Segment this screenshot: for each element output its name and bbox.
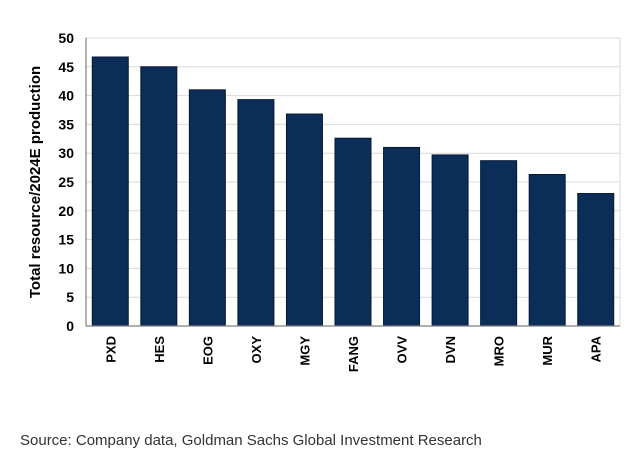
y-tick-label: 0 — [66, 318, 74, 334]
bar-mgy — [285, 113, 323, 327]
y-axis-ticks: 0 5 10 15 20 25 30 35 40 45 50 — [58, 30, 74, 334]
bar-mro — [480, 160, 518, 327]
x-tick-label: DVN — [443, 336, 458, 363]
x-tick-label: MGY — [297, 336, 312, 366]
y-tick-label: 25 — [58, 174, 74, 190]
bar-fang — [334, 137, 372, 327]
bar-apa — [577, 193, 615, 327]
bar-chart: 0 5 10 15 20 25 30 35 40 45 50 PXD HES EOG OXY MGY FANG… — [27, 30, 621, 372]
x-axis-ticks: PXD HES EOG OXY MGY FANG OVV DVN MRO MUR APA — [103, 335, 603, 372]
x-tick-label: OXY — [249, 336, 264, 364]
source-note: Source: Company data, Goldman Sachs Glob… — [20, 432, 482, 449]
bar-dvn — [431, 154, 469, 327]
y-tick-label: 40 — [58, 88, 74, 104]
y-tick-label: 35 — [58, 116, 74, 132]
x-tick-label: APA — [589, 335, 604, 362]
bar-pxd — [91, 56, 129, 327]
x-tick-label: MUR — [540, 335, 555, 365]
y-tick-label: 20 — [58, 203, 74, 219]
bar-eog — [188, 89, 226, 327]
x-tick-label: OVV — [395, 336, 410, 364]
y-tick-label: 10 — [58, 260, 74, 276]
y-tick-label: 5 — [66, 289, 74, 305]
y-tick-label: 15 — [58, 232, 74, 248]
bar-ovv — [383, 146, 421, 327]
x-tick-label: EOG — [200, 336, 215, 365]
bar-mur — [528, 174, 566, 327]
x-tick-label: PXD — [103, 336, 118, 363]
y-tick-label: 30 — [58, 145, 74, 161]
bar-hes — [140, 66, 178, 327]
y-axis-label: Total resource/2024E production — [27, 66, 44, 298]
bar-oxy — [237, 99, 275, 327]
bars — [91, 56, 615, 327]
y-tick-label: 50 — [58, 30, 74, 46]
y-tick-label: 45 — [58, 59, 74, 75]
x-tick-label: FANG — [346, 336, 361, 372]
x-tick-label: HES — [152, 336, 167, 363]
x-tick-label: MRO — [492, 336, 507, 366]
